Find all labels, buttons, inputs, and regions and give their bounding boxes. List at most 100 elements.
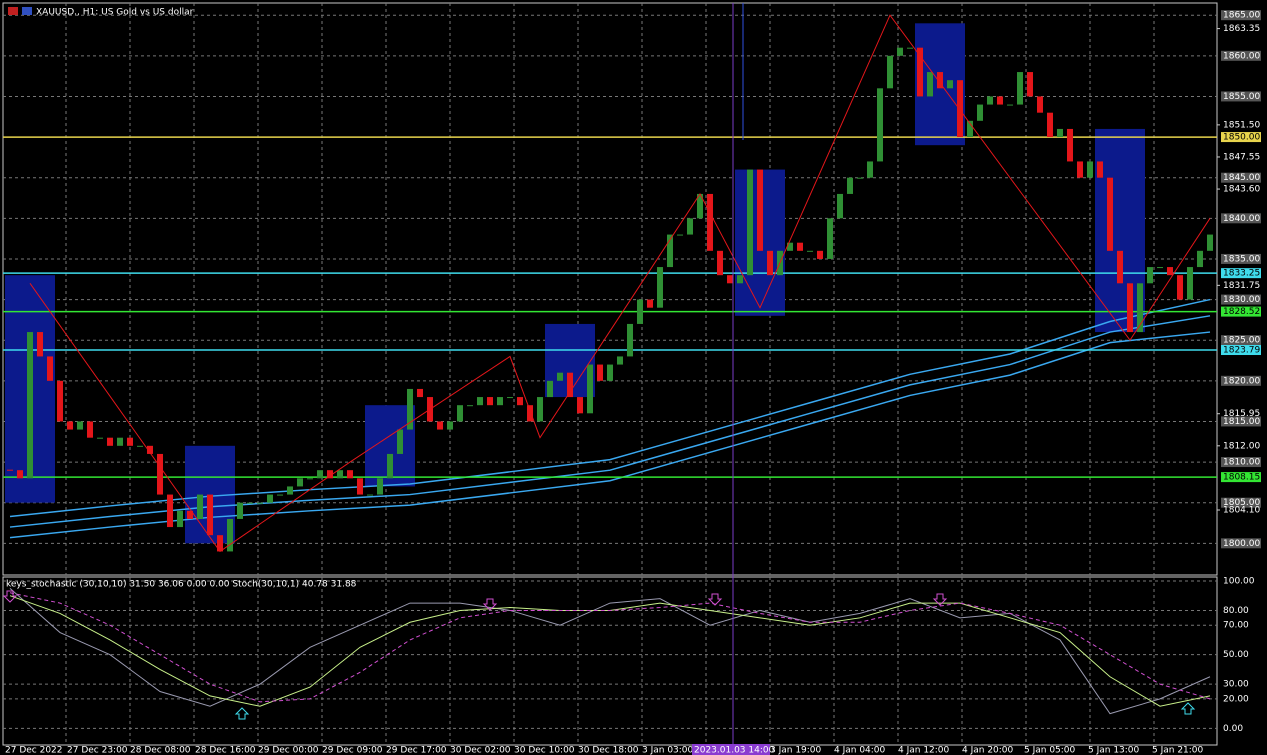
y-tick-label: 80.00 bbox=[1223, 606, 1249, 616]
plot-layer: 1865.00 1860.00 1855.00 1845.00 1840.00 1835.… bbox=[2, 3, 1261, 755]
candle bbox=[257, 502, 263, 504]
candle bbox=[607, 364, 613, 381]
y-tick-label: 1843.60 bbox=[1223, 185, 1260, 195]
candle bbox=[787, 242, 793, 251]
y-tick-label: 100.00 bbox=[1223, 576, 1255, 586]
y-tick-box bbox=[1221, 457, 1261, 468]
candle bbox=[677, 234, 683, 236]
candle bbox=[1087, 161, 1093, 178]
candle bbox=[197, 494, 203, 519]
candle bbox=[437, 421, 443, 430]
y-tick-label: 1865.00 bbox=[1223, 11, 1260, 21]
candle bbox=[537, 397, 543, 422]
candle bbox=[687, 218, 693, 235]
flag-icon bbox=[8, 7, 18, 15]
candle bbox=[917, 47, 923, 97]
candle bbox=[597, 364, 603, 381]
candle bbox=[647, 299, 653, 308]
y-tick-box bbox=[1221, 538, 1261, 549]
y-tick-label: 1820.00 bbox=[1223, 376, 1260, 386]
candle bbox=[377, 478, 383, 495]
candle bbox=[927, 72, 933, 97]
signal-arrow bbox=[707, 593, 723, 606]
candle bbox=[187, 510, 193, 519]
candle bbox=[617, 356, 623, 365]
candle bbox=[387, 453, 393, 479]
y-tick-label: 70.00 bbox=[1223, 621, 1249, 631]
candle bbox=[667, 234, 673, 268]
y-tick-label: 50.00 bbox=[1223, 650, 1249, 660]
candle bbox=[117, 437, 123, 446]
candle bbox=[997, 96, 1003, 105]
chart-title: XAUUSD., H1: US Gold vs US dollar bbox=[36, 8, 194, 18]
candle bbox=[237, 502, 243, 519]
candle bbox=[1197, 250, 1203, 268]
candle bbox=[657, 267, 663, 308]
stoch-line bbox=[9, 592, 1211, 703]
candle bbox=[277, 494, 283, 496]
y-tick-label: 30.00 bbox=[1223, 680, 1249, 690]
y-tick-label: 1855.00 bbox=[1223, 92, 1260, 102]
candle bbox=[1077, 161, 1083, 178]
y-tick-label: 1851.50 bbox=[1223, 120, 1260, 130]
candle bbox=[107, 437, 113, 446]
candle bbox=[1027, 72, 1033, 97]
y-tick-box bbox=[1221, 294, 1261, 305]
x-tick-label: 4 Jan 20:00 bbox=[962, 746, 1014, 755]
level-label: 1850.00 bbox=[1223, 133, 1260, 143]
candle bbox=[457, 405, 463, 422]
candle bbox=[767, 250, 773, 276]
candle bbox=[97, 437, 103, 439]
candle bbox=[587, 364, 593, 414]
candle bbox=[947, 80, 953, 89]
x-tick-label: 28 Dec 08:00 bbox=[130, 746, 191, 755]
candle bbox=[507, 397, 513, 399]
y-tick-box bbox=[1221, 416, 1261, 427]
candle bbox=[357, 478, 363, 495]
crosshair-label-box bbox=[692, 744, 770, 755]
x-tick-label: 28 Dec 16:00 bbox=[195, 746, 256, 755]
x-tick-label: 27 Dec 2022 bbox=[5, 746, 63, 755]
y-tick-label: 1800.00 bbox=[1223, 539, 1260, 549]
candle bbox=[627, 323, 633, 357]
candle bbox=[737, 275, 743, 284]
candle bbox=[637, 299, 643, 324]
signal-arrow bbox=[2, 590, 18, 603]
candle bbox=[1037, 96, 1043, 113]
y-tick-box bbox=[1221, 497, 1261, 508]
candle bbox=[987, 96, 993, 105]
y-tick-box bbox=[1221, 253, 1261, 264]
x-tick-label: 3 Jan 19:00 bbox=[770, 746, 822, 755]
candle bbox=[1167, 267, 1173, 276]
y-tick-label: 1805.00 bbox=[1223, 498, 1260, 508]
candle bbox=[147, 445, 153, 454]
y-tick-box bbox=[1221, 50, 1261, 61]
candle bbox=[697, 193, 703, 219]
candle bbox=[37, 332, 43, 357]
crosshair-label: 2023.01.03 14:00 bbox=[694, 746, 775, 755]
candle bbox=[1057, 128, 1063, 138]
y-tick-box bbox=[1221, 91, 1261, 102]
candle bbox=[867, 161, 873, 178]
y-tick-label: 1825.00 bbox=[1223, 336, 1260, 346]
candle bbox=[797, 242, 803, 251]
candle bbox=[497, 397, 503, 406]
y-tick-box bbox=[1221, 172, 1261, 183]
candle bbox=[1017, 72, 1023, 105]
candle bbox=[157, 453, 163, 495]
candle bbox=[807, 250, 813, 252]
level-label: 1823.79 bbox=[1223, 346, 1260, 356]
candle bbox=[477, 397, 483, 406]
candle bbox=[1007, 104, 1013, 106]
y-tick-label: 1815.00 bbox=[1223, 417, 1260, 427]
candle bbox=[447, 421, 453, 430]
x-tick-label: 5 Jan 21:00 bbox=[1152, 746, 1204, 755]
candle bbox=[227, 518, 233, 552]
candle bbox=[1067, 128, 1073, 162]
candle bbox=[87, 421, 93, 438]
candle bbox=[567, 372, 573, 398]
y-tick-label: 1860.00 bbox=[1223, 51, 1260, 61]
x-tick-label: 29 Dec 09:00 bbox=[322, 746, 383, 755]
